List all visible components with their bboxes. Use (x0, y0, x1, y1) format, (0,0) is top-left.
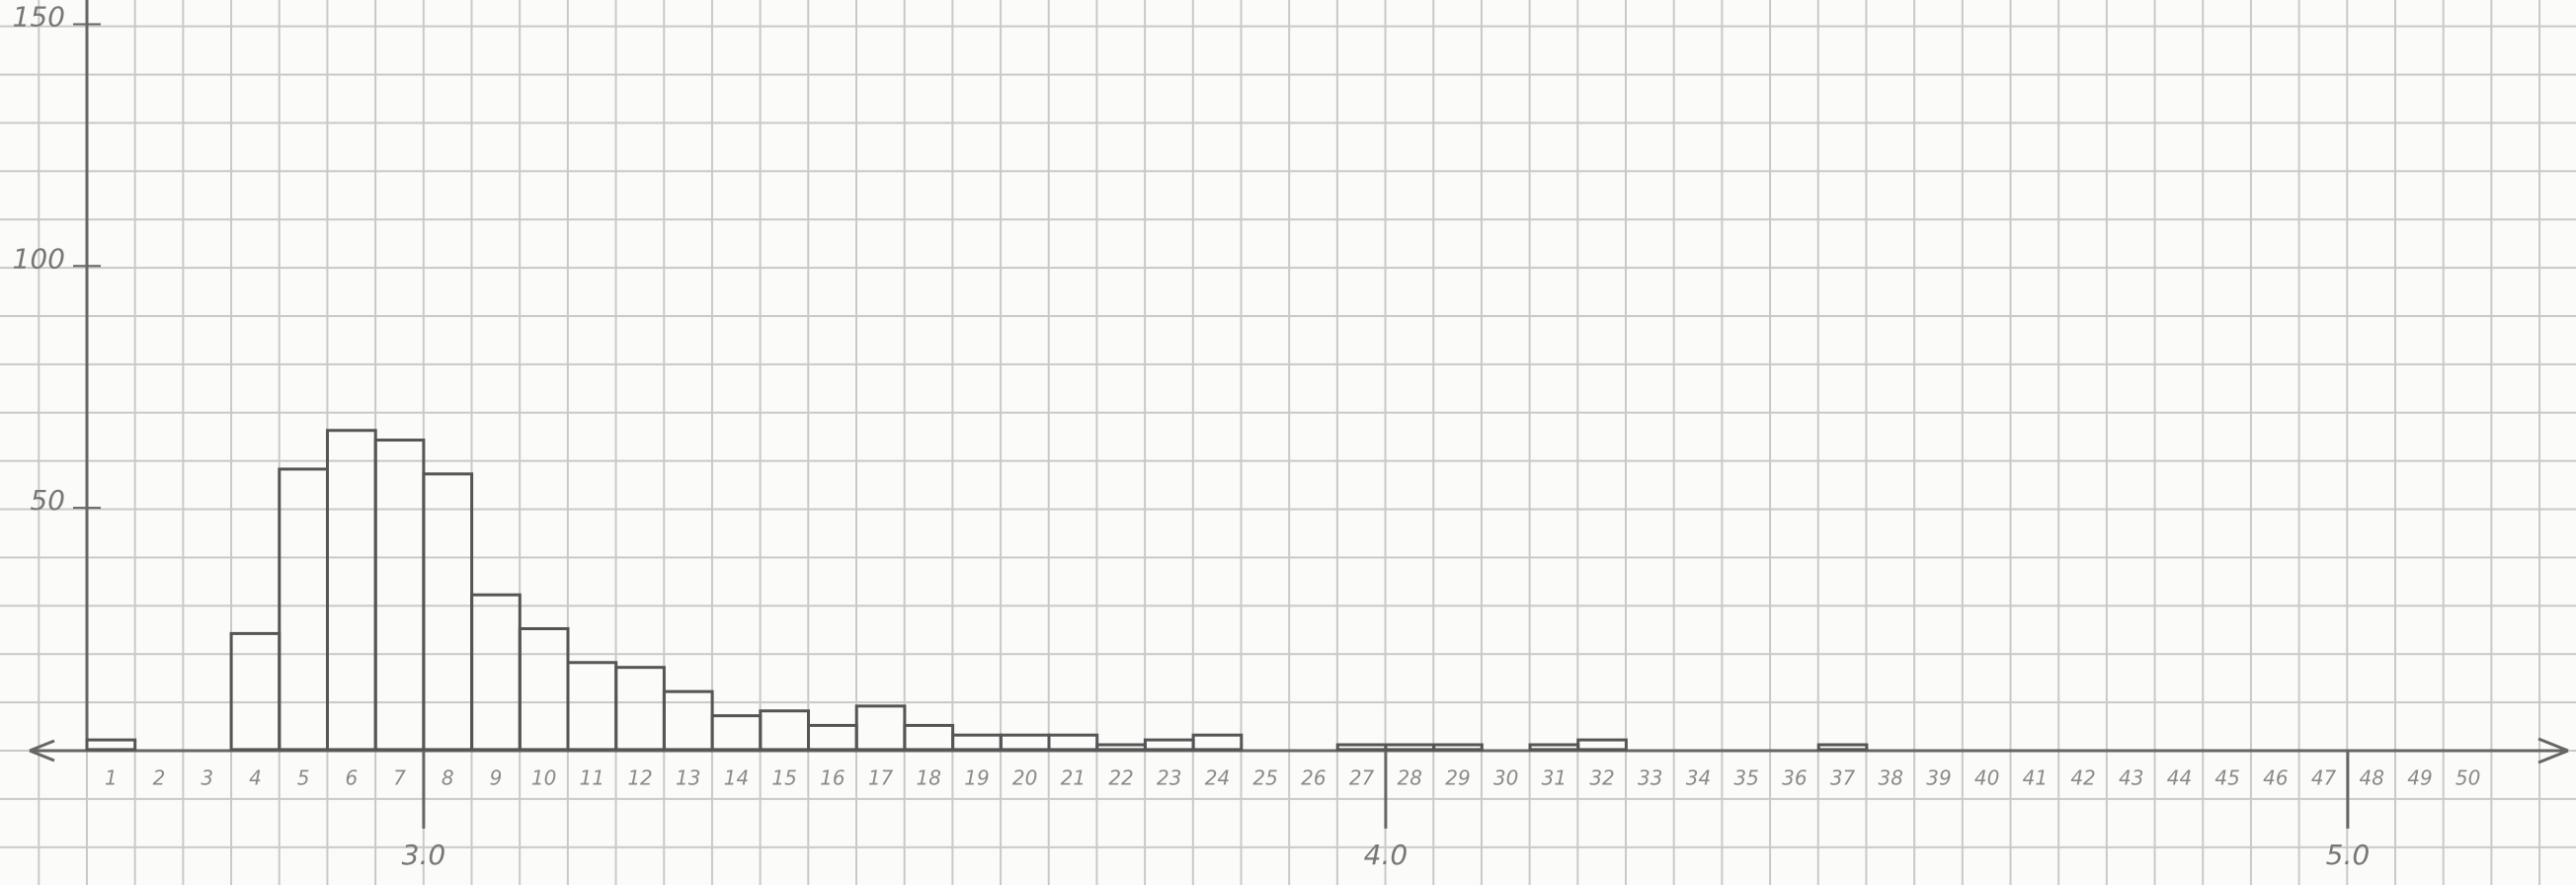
bin-label: 16 (820, 765, 845, 789)
bar (1335, 743, 1388, 752)
bin-label: 23 (1157, 765, 1181, 789)
bin-label: 1 (105, 765, 118, 789)
bin-label: 28 (1398, 765, 1422, 789)
bin-label: 11 (580, 765, 604, 789)
bin-label: 18 (917, 765, 941, 789)
bin-label: 39 (1926, 765, 1951, 789)
y-tick-label: 150 (13, 0, 65, 33)
bar (1528, 743, 1580, 752)
bar (1143, 738, 1195, 752)
bin-label: 7 (393, 765, 406, 789)
bar (1191, 733, 1244, 752)
bin-label: 47 (2311, 765, 2337, 789)
bin-label: 27 (1349, 765, 1375, 789)
bin-label: 22 (1108, 765, 1133, 789)
y-tick-label: 100 (13, 242, 65, 275)
bin-label: 35 (1733, 765, 1758, 789)
bar (759, 709, 810, 752)
bar (1047, 733, 1099, 752)
bin-label: 3 (201, 765, 213, 789)
bar (278, 467, 329, 752)
bin-label: 19 (964, 765, 989, 789)
bin-label: 46 (2263, 765, 2288, 789)
bin-label: 15 (771, 765, 796, 789)
bar (470, 593, 522, 752)
bin-label: 29 (1445, 765, 1470, 789)
bin-label: 13 (676, 765, 700, 789)
bin-label: 10 (531, 765, 556, 789)
bin-label: 24 (1205, 765, 1230, 789)
x-tick-label: 5.0 (2326, 839, 2371, 871)
bin-label: 17 (868, 765, 894, 789)
bin-label: 6 (345, 765, 358, 789)
bin-label: 45 (2214, 765, 2239, 789)
bin-label: 21 (1061, 765, 1086, 789)
bar (1816, 743, 1869, 752)
bin-label: 26 (1301, 765, 1326, 789)
bin-label: 49 (2407, 765, 2432, 789)
bar (326, 429, 377, 752)
bin-label: 8 (442, 765, 454, 789)
bin-label: 37 (1830, 765, 1856, 789)
bar (951, 733, 1003, 752)
bin-label: 36 (1782, 765, 1807, 789)
x-tick-label: 4.0 (1364, 839, 1409, 871)
right-arrow (2509, 737, 2569, 764)
bar (1095, 743, 1147, 752)
bin-label: 33 (1638, 765, 1662, 789)
bin-label: 25 (1252, 765, 1277, 789)
bar (85, 738, 137, 752)
x-tick-label: 3.0 (402, 839, 446, 871)
left-arrow (29, 739, 55, 763)
bar (518, 627, 570, 752)
bar (566, 661, 618, 752)
bin-label: 2 (153, 765, 166, 789)
bar (614, 666, 666, 752)
bin-label: 14 (724, 765, 749, 789)
bar (422, 472, 474, 752)
bin-label: 30 (1493, 765, 1518, 789)
bar (903, 723, 955, 752)
bin-label: 12 (627, 765, 652, 789)
bar (229, 631, 282, 752)
bin-label: 40 (1974, 765, 1999, 789)
bin-label: 20 (1012, 765, 1037, 789)
bin-label: 44 (2167, 765, 2192, 789)
bin-label: 41 (2023, 765, 2048, 789)
bar (1384, 743, 1436, 752)
bar (710, 714, 763, 752)
bar (373, 439, 426, 752)
bin-label: 48 (2360, 765, 2384, 789)
bin-label: 43 (2119, 765, 2143, 789)
bin-label: 42 (2070, 765, 2095, 789)
bin-label: 9 (490, 765, 503, 789)
bar (1576, 738, 1628, 752)
bar (1432, 743, 1484, 752)
bar (999, 733, 1051, 752)
bin-label: 38 (1879, 765, 1903, 789)
bar (807, 723, 858, 752)
bin-label: 31 (1542, 765, 1567, 789)
bar (662, 689, 714, 752)
y-tick-label: 50 (30, 484, 65, 517)
bin-label: 32 (1589, 765, 1614, 789)
bin-label: 5 (297, 765, 310, 789)
bin-label: 4 (249, 765, 262, 789)
bin-label: 34 (1686, 765, 1711, 789)
bar (854, 704, 907, 752)
bin-label: 50 (2455, 765, 2480, 789)
